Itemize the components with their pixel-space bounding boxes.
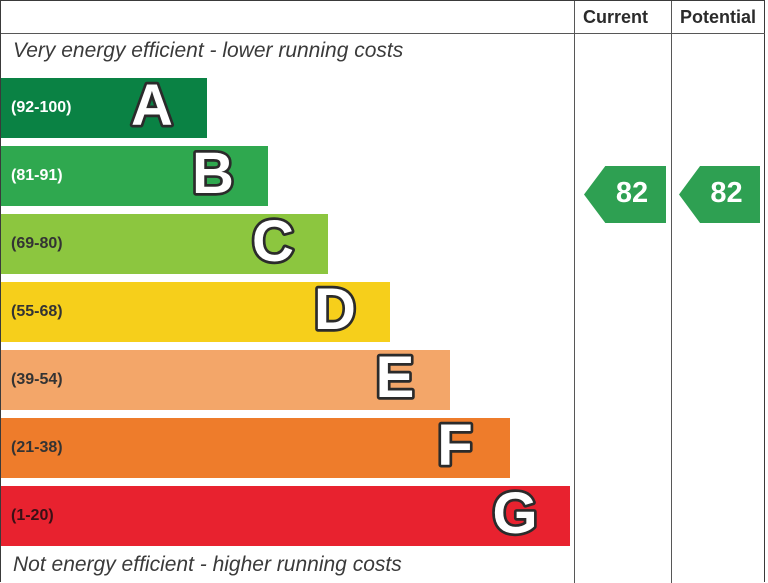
svg-text:C: C [252, 215, 294, 273]
svg-text:F: F [437, 419, 472, 477]
svg-text:A: A [131, 79, 173, 137]
svg-text:D: D [314, 283, 356, 341]
svg-text:B: B [192, 147, 234, 205]
svg-text:E: E [376, 351, 415, 409]
svg-text:G: G [492, 487, 537, 545]
